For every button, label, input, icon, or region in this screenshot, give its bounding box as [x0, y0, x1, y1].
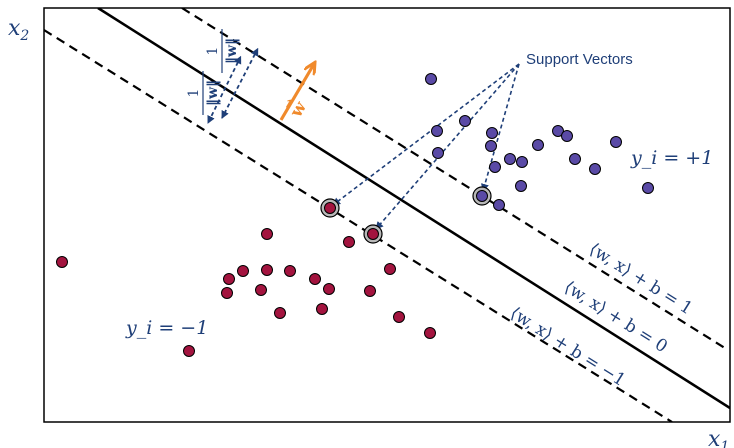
- negative-point: [223, 273, 235, 285]
- positive-point: [552, 125, 564, 137]
- margin-arrow: [221, 47, 259, 119]
- weight-vector-arrow: [279, 64, 314, 121]
- x-axis-label: x1: [708, 427, 729, 448]
- positive-point: [485, 140, 497, 152]
- negative-point: [183, 345, 195, 357]
- positive-class-label: y_i = +1: [630, 147, 713, 169]
- positive-point: [425, 73, 437, 85]
- margin-line-plus: [181, 8, 729, 351]
- plot-frame: [43, 7, 731, 423]
- negative-support-vector: [367, 228, 379, 240]
- positive-point: [515, 180, 527, 192]
- positive-point: [432, 147, 444, 159]
- margin-fraction-label-2: 1 ‖w‖: [205, 29, 240, 73]
- y-axis-label: x2: [8, 16, 29, 44]
- negative-point: [316, 303, 328, 315]
- support-vector-pointer: [481, 63, 520, 192]
- negative-point: [424, 327, 436, 339]
- negative-point: [323, 283, 335, 295]
- negative-point: [309, 273, 321, 285]
- positive-support-vector: [476, 190, 488, 202]
- support-vectors-label: Support Vectors: [526, 51, 633, 68]
- svg-text:1: 1: [205, 47, 221, 56]
- support-vector-pointer: [332, 63, 520, 206]
- positive-point: [569, 153, 581, 165]
- positive-point: [489, 161, 501, 173]
- positive-point: [589, 163, 601, 175]
- negative-point: [384, 263, 396, 275]
- negative-point: [343, 236, 355, 248]
- support-vector-pointer: [375, 63, 520, 230]
- positive-point: [486, 127, 498, 139]
- negative-point: [393, 311, 405, 323]
- negative-point: [274, 307, 286, 319]
- negative-point: [255, 284, 267, 296]
- positive-point: [610, 136, 622, 148]
- negative-point: [261, 228, 273, 240]
- positive-point: [493, 199, 505, 211]
- positive-point: [504, 153, 516, 165]
- negative-point: [284, 265, 296, 277]
- positive-point: [642, 182, 654, 194]
- negative-point: [221, 287, 233, 299]
- negative-class-label: y_i = −1: [125, 317, 208, 339]
- negative-point: [261, 264, 273, 276]
- positive-point: [561, 130, 573, 142]
- negative-support-vector: [324, 202, 336, 214]
- data-points: [56, 73, 654, 357]
- svg-text:‖w‖: ‖w‖: [224, 38, 240, 64]
- negative-point: [364, 285, 376, 297]
- margin-fraction-label-1: 1 ‖w‖: [186, 71, 221, 115]
- positive-point: [532, 139, 544, 151]
- svg-text:1: 1: [186, 89, 202, 98]
- negative-point: [56, 256, 68, 268]
- positive-point: [516, 156, 528, 168]
- positive-point: [431, 125, 443, 137]
- svg-text:‖w‖: ‖w‖: [205, 80, 221, 106]
- negative-point: [237, 265, 249, 277]
- margin-line-minus: [44, 29, 673, 422]
- positive-point: [459, 115, 471, 127]
- margin-arrow: [207, 55, 242, 124]
